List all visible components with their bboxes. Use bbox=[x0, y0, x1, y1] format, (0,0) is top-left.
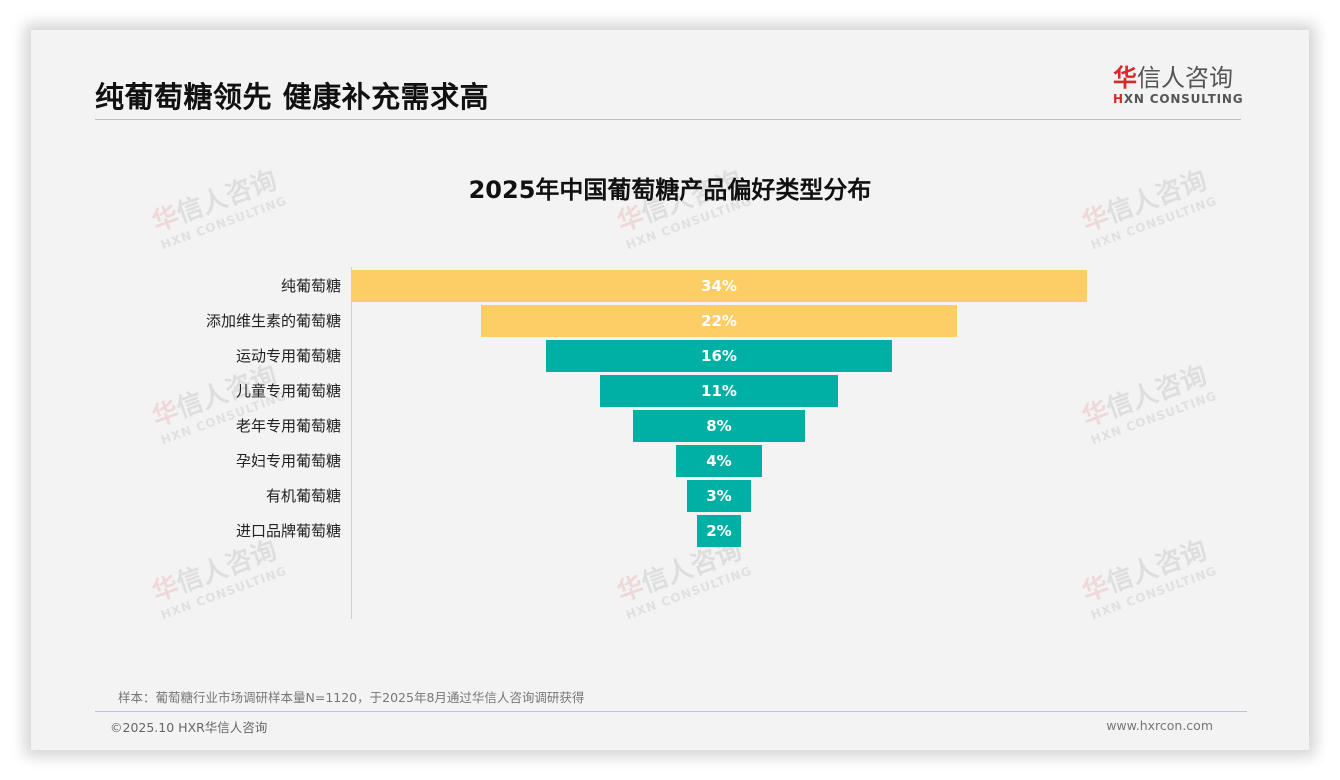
funnel-bar: 16% bbox=[546, 340, 892, 372]
watermark-en: HXN CONSULTING bbox=[158, 563, 289, 623]
category-label: 老年专用葡萄糖 bbox=[235, 417, 341, 435]
page-title: 纯葡萄糖领先 健康补充需求高 bbox=[95, 80, 490, 114]
category-label: 纯葡萄糖 bbox=[280, 277, 341, 295]
bar-value-label: 11% bbox=[701, 382, 737, 400]
category-label: 进口品牌葡萄糖 bbox=[235, 522, 341, 540]
bar-value-label: 34% bbox=[701, 277, 737, 295]
title-divider bbox=[95, 119, 1241, 120]
funnel-bar: 4% bbox=[675, 445, 763, 477]
bar-value-label: 16% bbox=[701, 347, 737, 365]
category-axis-line bbox=[351, 267, 352, 619]
bar-value-label: 8% bbox=[706, 417, 732, 435]
logo-en-text: XN CONSULTING bbox=[1123, 92, 1244, 106]
logo-english: HXN CONSULTING bbox=[1113, 92, 1243, 106]
watermark-cn: 华信人咨询 bbox=[1078, 535, 1211, 609]
category-label: 儿童专用葡萄糖 bbox=[235, 382, 341, 400]
website-link[interactable]: www.hxrcon.com bbox=[1106, 718, 1213, 733]
logo-chinese: 华信人咨询 bbox=[1113, 64, 1243, 92]
logo-cn-text: 信人咨询 bbox=[1137, 64, 1233, 92]
copyright: ©2025.10 HXR华信人咨询 bbox=[110, 720, 268, 735]
funnel-bar: 34% bbox=[351, 270, 1087, 302]
watermark: 华信人咨询 HXN CONSULTING bbox=[1076, 529, 1219, 622]
bar-value-label: 22% bbox=[701, 312, 737, 330]
watermark-en: HXN CONSULTING bbox=[1088, 388, 1219, 448]
slide: 华信人咨询 HXN CONSULTING 华信人咨询 HXN CONSULTING 华信… bbox=[31, 30, 1309, 750]
category-label: 添加维生素的葡萄糖 bbox=[205, 312, 341, 330]
bar-value-label: 2% bbox=[706, 522, 732, 540]
category-label: 有机葡萄糖 bbox=[265, 487, 341, 505]
watermark-en: HXN CONSULTING bbox=[623, 563, 754, 623]
funnel-bar: 22% bbox=[481, 305, 957, 337]
logo-mark: H bbox=[1113, 92, 1124, 106]
footer-divider bbox=[95, 711, 1247, 712]
watermark-en: HXN CONSULTING bbox=[1088, 563, 1219, 623]
bar-value-label: 3% bbox=[706, 487, 732, 505]
funnel-bar: 3% bbox=[686, 480, 752, 512]
bar-value-label: 4% bbox=[706, 452, 732, 470]
logo-red-char: 华 bbox=[1113, 64, 1137, 92]
category-label: 孕妇专用葡萄糖 bbox=[235, 452, 341, 470]
chart-title: 2025年中国葡萄糖产品偏好类型分布 bbox=[468, 176, 872, 204]
funnel-bar: 2% bbox=[697, 515, 741, 547]
watermark-cn: 华信人咨询 bbox=[1078, 360, 1211, 434]
company-logo: 华信人咨询 HXN CONSULTING bbox=[1113, 64, 1243, 106]
watermark: 华信人咨询 HXN CONSULTING bbox=[1076, 354, 1219, 447]
sample-note: 样本：葡萄糖行业市场调研样本量N=1120，于2025年8月通过华信人咨询调研获… bbox=[118, 690, 585, 705]
funnel-bar: 11% bbox=[600, 375, 838, 407]
category-label: 运动专用葡萄糖 bbox=[235, 347, 341, 365]
funnel-bar: 8% bbox=[632, 410, 806, 442]
